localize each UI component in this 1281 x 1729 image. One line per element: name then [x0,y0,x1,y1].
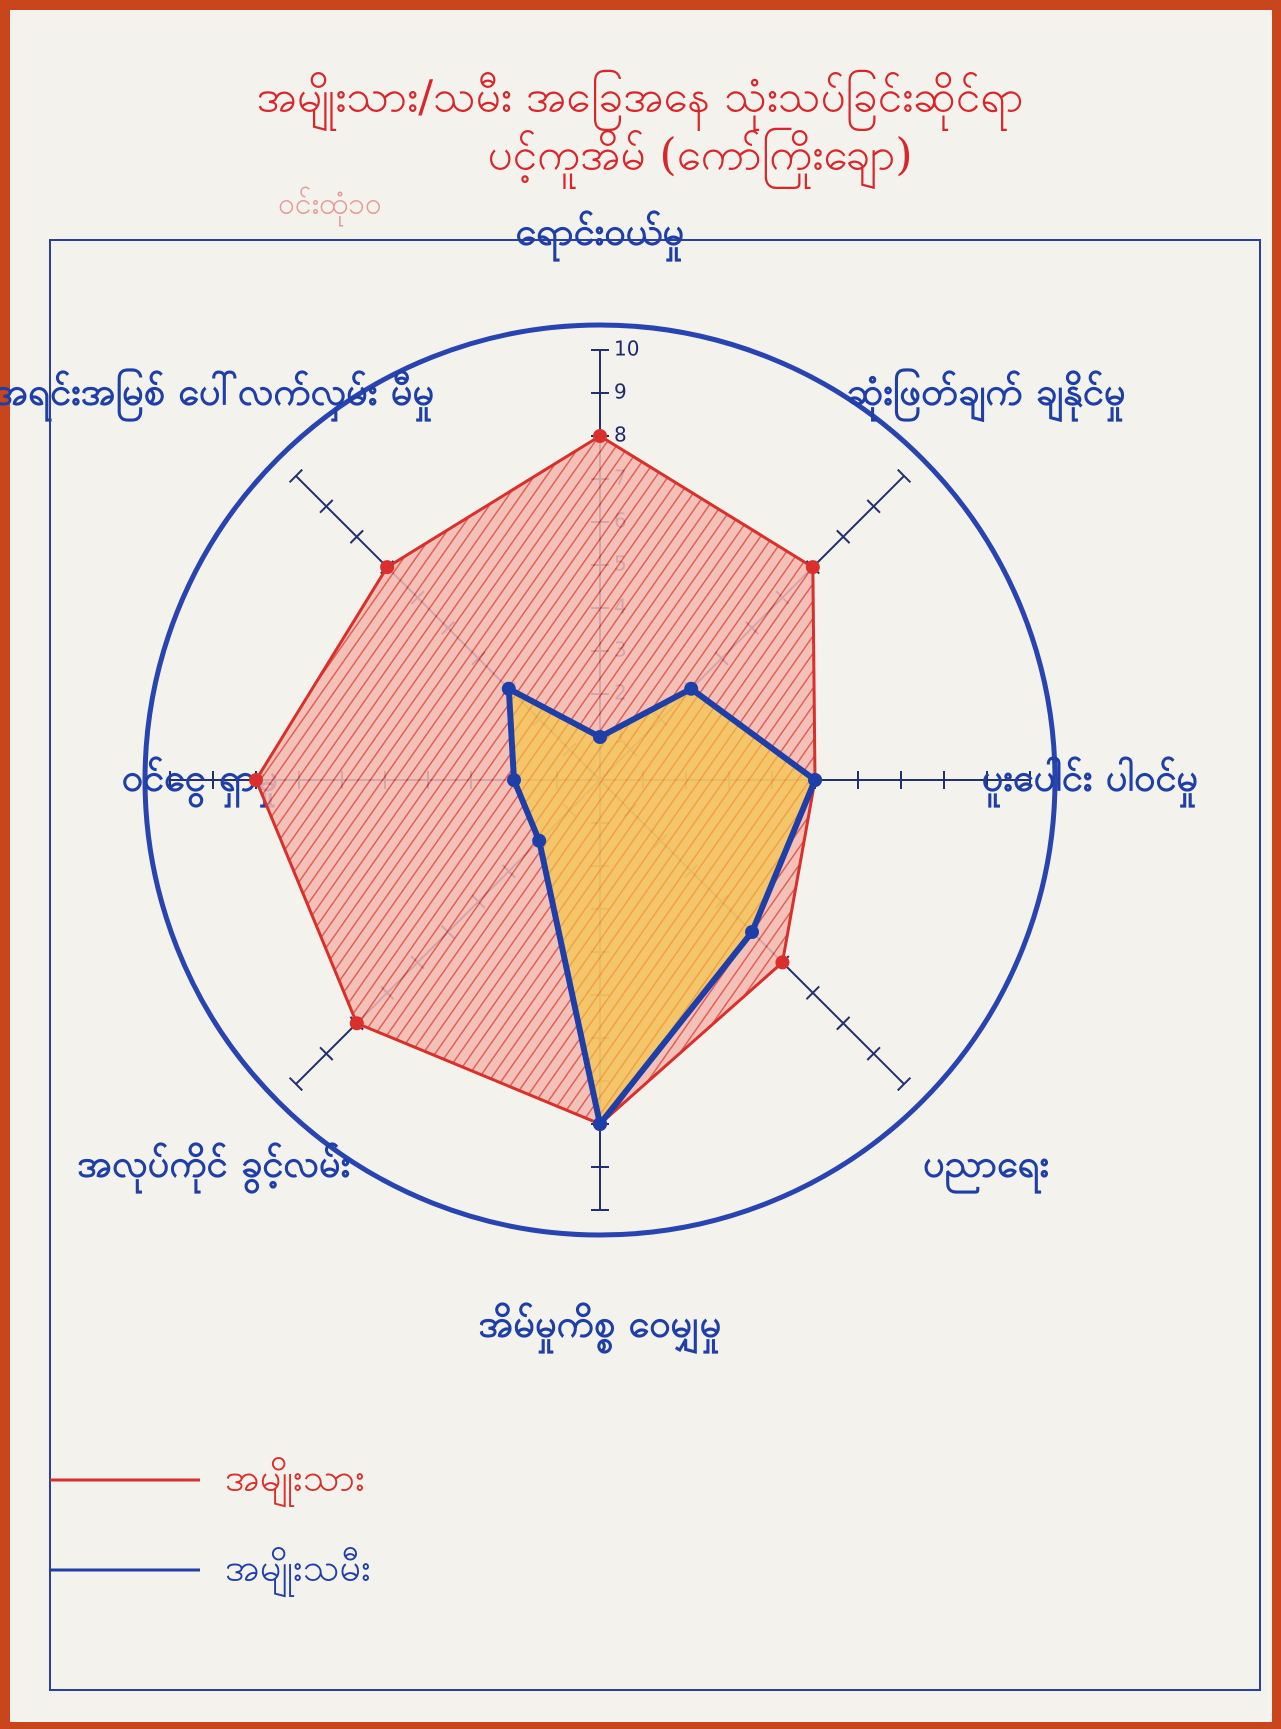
series-point [532,834,546,848]
annotation: ဝင်းထုံ၁၀ [278,187,382,228]
series-point [249,773,263,787]
series-point [593,1117,607,1131]
tick-label: 10 [614,337,639,361]
tick-label: 8 [614,423,627,447]
series-point [593,429,607,443]
series-point [806,560,820,574]
series-point [502,682,516,696]
plot: 12345678910ရောင်းဝယ်မှုဆုံးဖြတ်ချက် ချနိ… [0,209,1198,1354]
series-point [380,560,394,574]
series-point [684,682,698,696]
series-point [593,730,607,744]
series-point [775,955,789,969]
series-point [745,925,759,939]
series-point [808,773,822,787]
series-point [507,773,521,787]
chart: အမျိုးသား/သမီး အခြေအနေ သုံးသပ်ခြင်းဆိုင်… [0,0,1281,1729]
series-point [350,1016,364,1030]
tick-label: 9 [614,380,627,404]
